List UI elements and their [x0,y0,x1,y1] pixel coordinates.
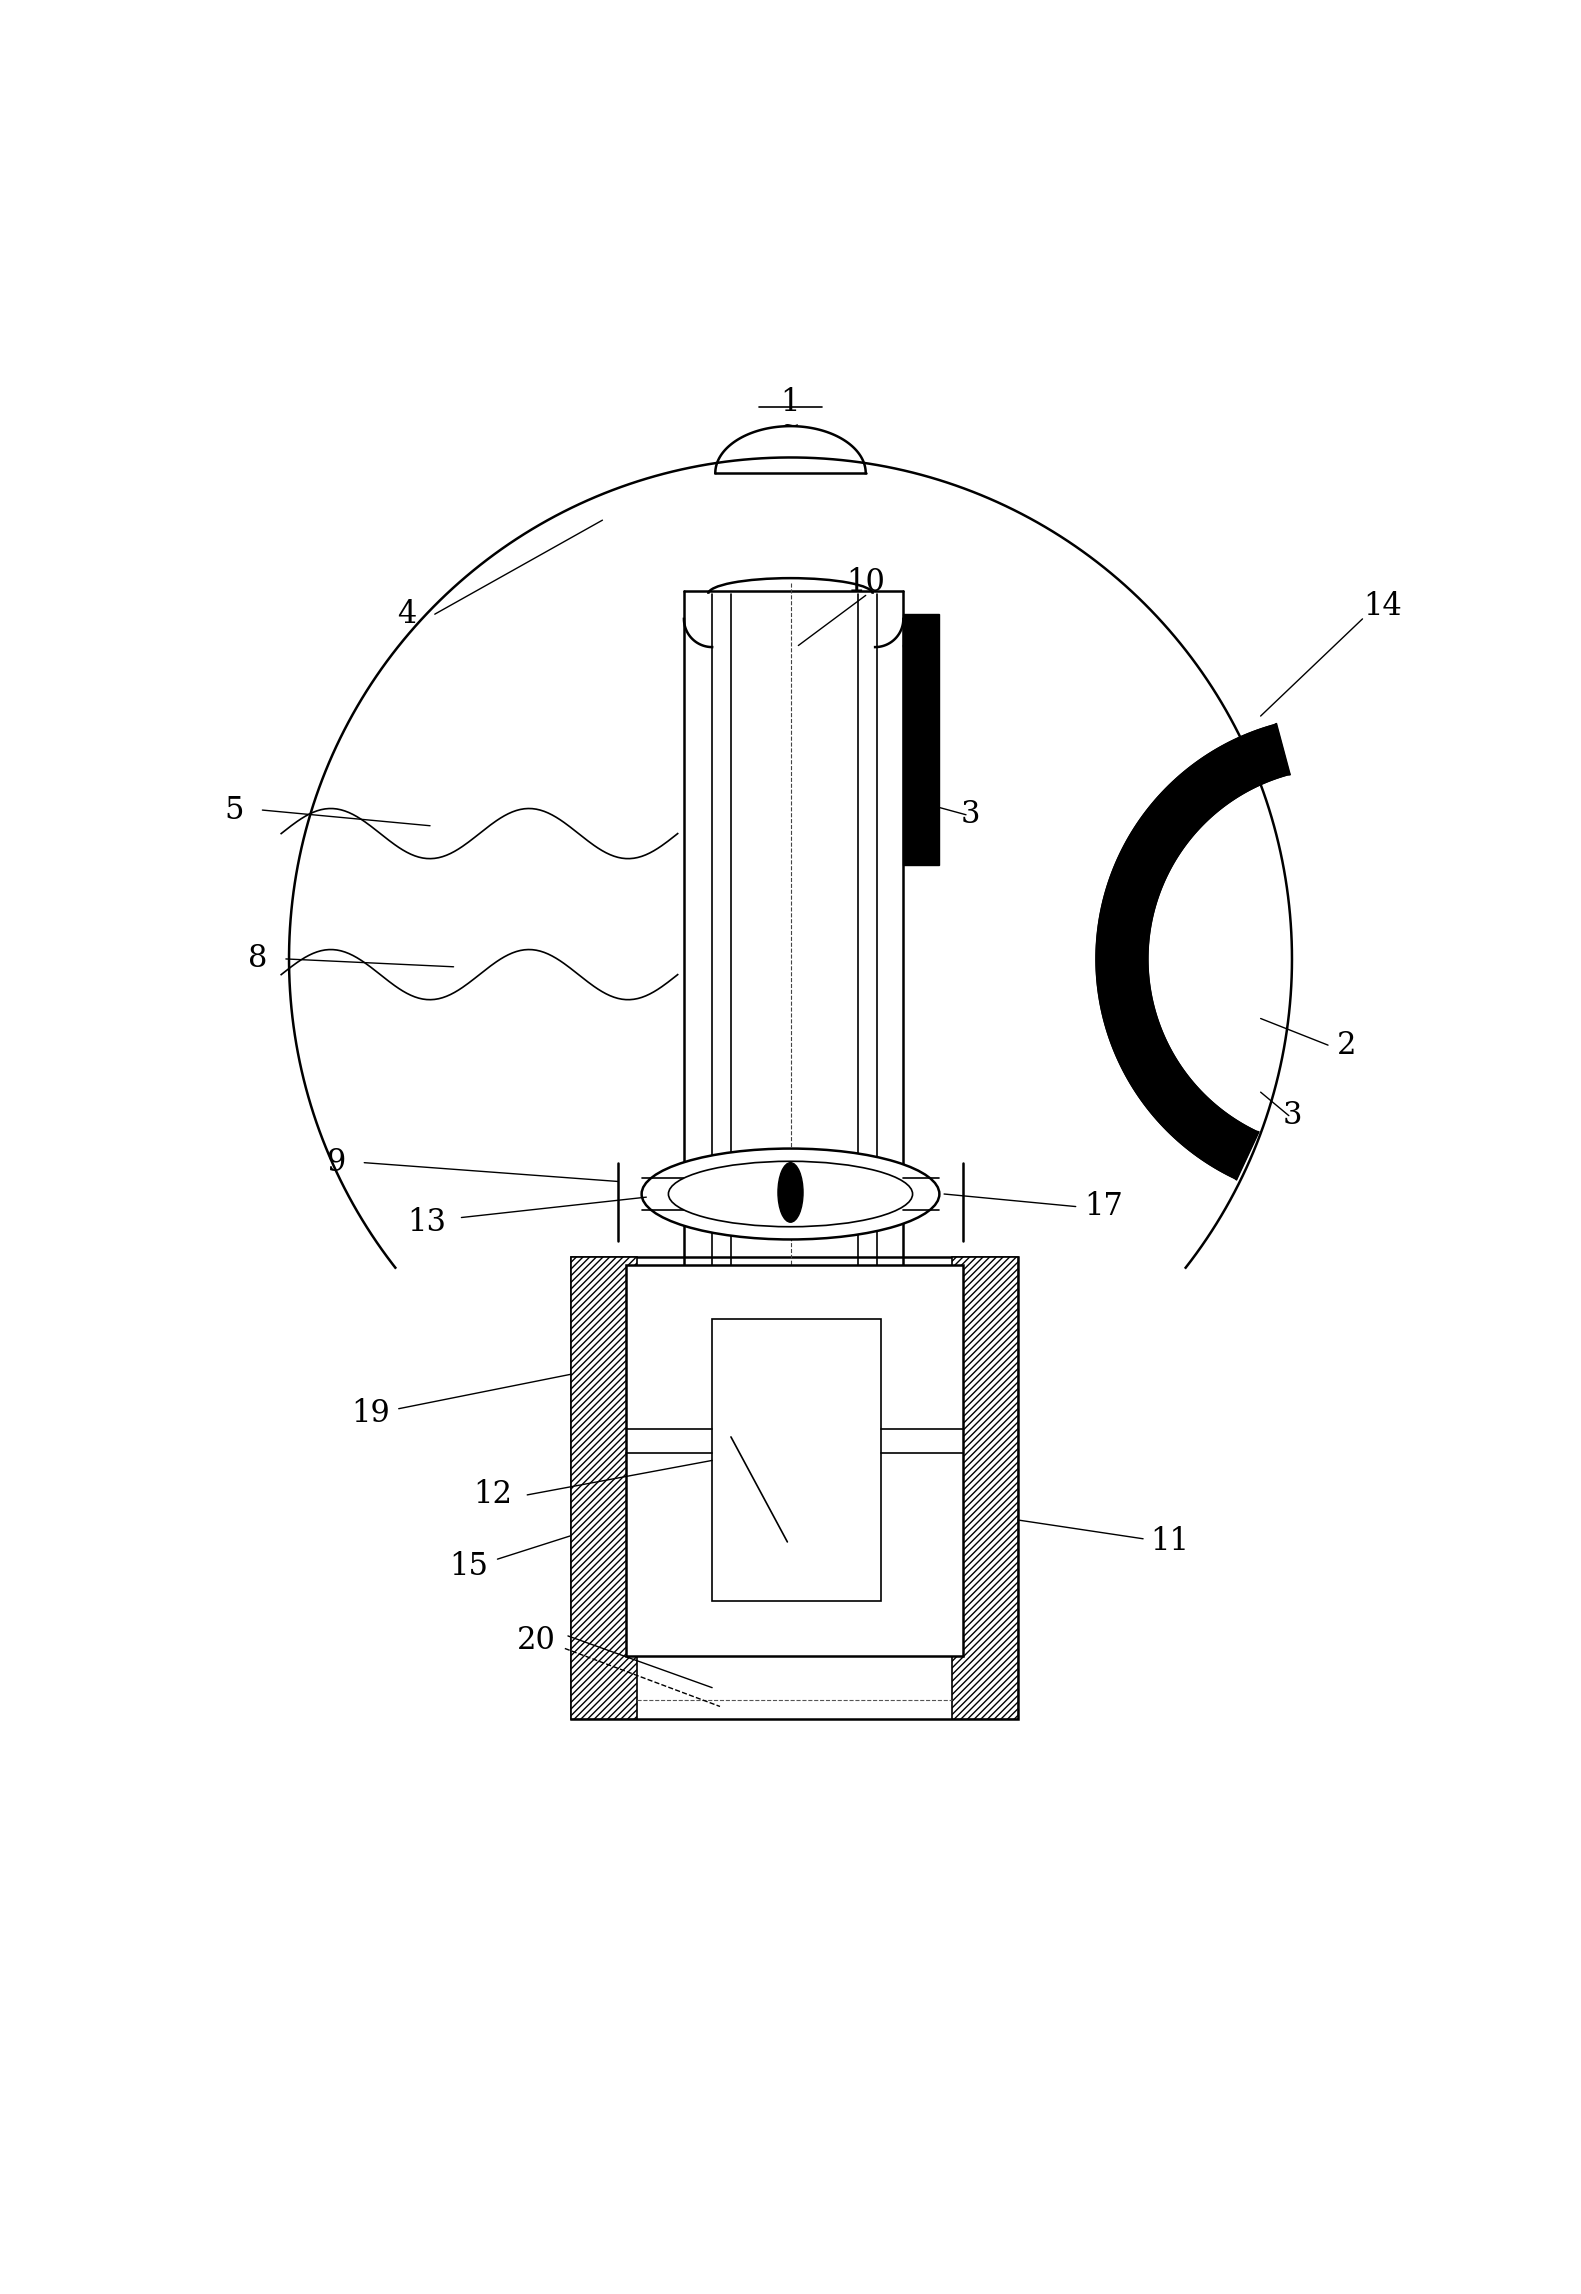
Bar [626,1264,963,1656]
Text: 5: 5 [225,794,243,826]
Polygon shape [903,615,939,865]
Text: 17: 17 [1085,1191,1124,1223]
Bar [571,1257,637,1718]
Text: 3: 3 [961,798,980,830]
Text: 2: 2 [1338,1030,1356,1060]
Text: 13: 13 [408,1207,446,1239]
Text: 3: 3 [1282,1101,1301,1131]
Text: 10: 10 [846,567,885,599]
Bar [571,1257,1018,1718]
Ellipse shape [669,1161,912,1227]
Ellipse shape [778,1163,803,1223]
Polygon shape [1096,725,1290,1179]
Text: 2: 2 [922,732,941,764]
Text: 20: 20 [517,1624,557,1656]
Text: 1: 1 [781,388,800,418]
Text: 14: 14 [1363,592,1402,622]
Bar [952,1257,1018,1718]
Text: 9: 9 [326,1147,346,1179]
Text: 4: 4 [397,599,416,629]
Text: 8: 8 [248,943,267,975]
Text: 19: 19 [351,1397,391,1429]
Text: 15: 15 [449,1551,489,1583]
Ellipse shape [642,1149,939,1239]
Text: 11: 11 [1151,1526,1189,1558]
Text: ~: ~ [781,415,800,438]
Text: 12: 12 [473,1480,512,1509]
Bar [711,1319,881,1601]
